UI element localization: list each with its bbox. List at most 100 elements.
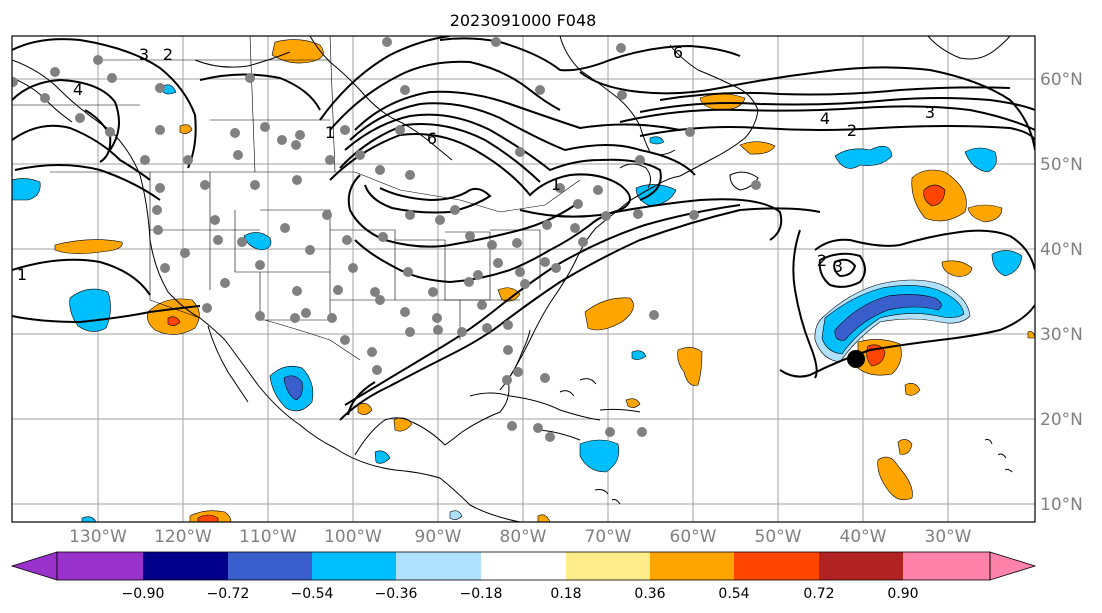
lon-label: 50°W bbox=[755, 527, 802, 547]
colorbar-segment bbox=[903, 552, 990, 580]
lat-label: 40°N bbox=[1040, 240, 1083, 260]
positive-anomaly-area bbox=[877, 456, 913, 501]
positive-anomaly-core bbox=[923, 184, 946, 207]
negative-anomaly-area bbox=[162, 84, 177, 95]
political-borders bbox=[12, 36, 581, 361]
contour-labels: 4 3 2 1 6 1 1 6 4 2 3 2 3 1 bbox=[17, 43, 935, 284]
negative-anomaly-area bbox=[69, 288, 111, 332]
negative-anomaly-core bbox=[283, 375, 303, 401]
contour-label: 2 bbox=[817, 251, 827, 270]
positive-anomaly-area bbox=[897, 439, 913, 455]
colorbar-tick-labels: −0.90 −0.72 −0.54 −0.36 −0.18 0.18 0.36 … bbox=[122, 586, 919, 602]
lon-label: 80°W bbox=[500, 527, 547, 547]
contour-label: 1 bbox=[325, 123, 335, 142]
positive-anomaly-core bbox=[197, 514, 219, 522]
colorbar-tick-label: −0.72 bbox=[207, 586, 250, 602]
contour-label: 3 bbox=[925, 103, 935, 122]
map-title: 2023091000 F048 bbox=[450, 11, 597, 30]
lon-label: 30°W bbox=[925, 527, 972, 547]
negative-anomaly-area bbox=[579, 439, 620, 473]
colorbar-extend-max bbox=[989, 551, 1037, 581]
lon-label: 40°W bbox=[840, 527, 887, 547]
map-panel: 4 3 2 1 6 1 1 6 4 2 3 2 3 1 bbox=[11, 35, 1036, 523]
positive-anomaly-area bbox=[625, 398, 641, 408]
colorbar-tick-label: 0.54 bbox=[718, 586, 749, 602]
lat-label: 10°N bbox=[1040, 495, 1083, 515]
negative-anomaly-area bbox=[991, 250, 1023, 277]
positive-anomaly-area bbox=[941, 260, 973, 277]
negative-anomaly-area bbox=[964, 147, 997, 173]
colorbar-tick-label: 0.72 bbox=[803, 586, 834, 602]
colorbar-tick-label: 0.18 bbox=[550, 586, 581, 602]
contour-label: 3 bbox=[139, 45, 149, 64]
negative-anomaly-area bbox=[834, 145, 893, 169]
lon-label: 90°W bbox=[415, 527, 462, 547]
colorbar-tick-label: −0.90 bbox=[122, 586, 165, 602]
colorbar-segment bbox=[57, 552, 143, 580]
negative-anomaly-area bbox=[635, 184, 677, 207]
lon-label: 100°W bbox=[324, 527, 382, 547]
positive-anomaly-area bbox=[904, 383, 921, 396]
colorbar bbox=[10, 551, 1037, 581]
contour-label: 4 bbox=[73, 80, 83, 99]
lon-label: 110°W bbox=[239, 527, 297, 547]
positive-anomaly-area bbox=[1027, 331, 1035, 339]
positive-anomaly-area bbox=[537, 514, 551, 522]
contour-label: 4 bbox=[820, 109, 830, 128]
colorbar-segment bbox=[143, 552, 228, 580]
positive-anomaly-area bbox=[54, 239, 123, 254]
positive-anomaly-area bbox=[739, 141, 776, 155]
colorbar-segment bbox=[312, 552, 396, 580]
lon-label: 70°W bbox=[585, 527, 632, 547]
contour-lines bbox=[12, 36, 1035, 421]
shaded-field bbox=[12, 39, 1035, 522]
lon-label: 60°W bbox=[670, 527, 717, 547]
contour-label: 6 bbox=[427, 129, 437, 148]
colorbar-tick-label: 0.90 bbox=[887, 586, 918, 602]
lon-label: 130°W bbox=[69, 527, 127, 547]
negative-anomaly-core bbox=[834, 294, 942, 341]
negative-anomaly-area bbox=[243, 232, 272, 251]
colorbar-segment bbox=[481, 552, 566, 580]
colorbar-segment bbox=[734, 552, 819, 580]
contour-label: 3 bbox=[833, 257, 843, 276]
contour-label: 1 bbox=[17, 265, 27, 284]
contour-label: 2 bbox=[163, 45, 173, 64]
colorbar-segment bbox=[566, 552, 650, 580]
colorbar-tick-label: 0.36 bbox=[634, 586, 665, 602]
positive-anomaly-area bbox=[677, 347, 703, 386]
longitude-labels: 130°W 120°W 110°W 100°W 90°W 80°W 70°W 6… bbox=[69, 527, 972, 547]
colorbar-segment bbox=[819, 552, 903, 580]
colorbar-segment bbox=[650, 552, 734, 580]
negative-anomaly-area bbox=[631, 350, 647, 360]
positive-anomaly-area bbox=[271, 39, 324, 64]
positive-anomaly-area bbox=[967, 204, 1003, 223]
positive-anomaly-area bbox=[357, 403, 373, 415]
contour-label: 6 bbox=[673, 43, 683, 62]
colorbar-tick-label: −0.36 bbox=[375, 586, 418, 602]
lat-label: 50°N bbox=[1040, 155, 1083, 175]
colorbar-extend-min bbox=[10, 551, 58, 581]
lon-label: 120°W bbox=[154, 527, 212, 547]
station-markers bbox=[12, 37, 761, 442]
negative-anomaly-area bbox=[449, 510, 463, 520]
negative-anomaly-area bbox=[374, 450, 391, 464]
contour-label: 2 bbox=[847, 121, 857, 140]
negative-anomaly-area bbox=[81, 516, 97, 522]
lat-label: 20°N bbox=[1040, 410, 1083, 430]
colorbar-tick-label: −0.54 bbox=[291, 586, 334, 602]
positive-anomaly-core bbox=[167, 316, 181, 326]
contour-label: 1 bbox=[551, 175, 561, 194]
negative-anomaly-area bbox=[12, 178, 41, 201]
storm-center-marker bbox=[847, 350, 865, 368]
lat-label: 60°N bbox=[1040, 70, 1083, 90]
colorbar-segment bbox=[396, 552, 481, 580]
colorbar-tick-label: −0.18 bbox=[460, 586, 503, 602]
negative-anomaly-area bbox=[649, 136, 665, 145]
latitude-labels: 10°N 20°N 30°N 40°N 50°N 60°N bbox=[1040, 70, 1083, 515]
lat-label: 30°N bbox=[1040, 325, 1083, 345]
colorbar-segment bbox=[228, 552, 312, 580]
positive-anomaly-area bbox=[584, 297, 634, 331]
positive-anomaly-area bbox=[179, 124, 193, 134]
